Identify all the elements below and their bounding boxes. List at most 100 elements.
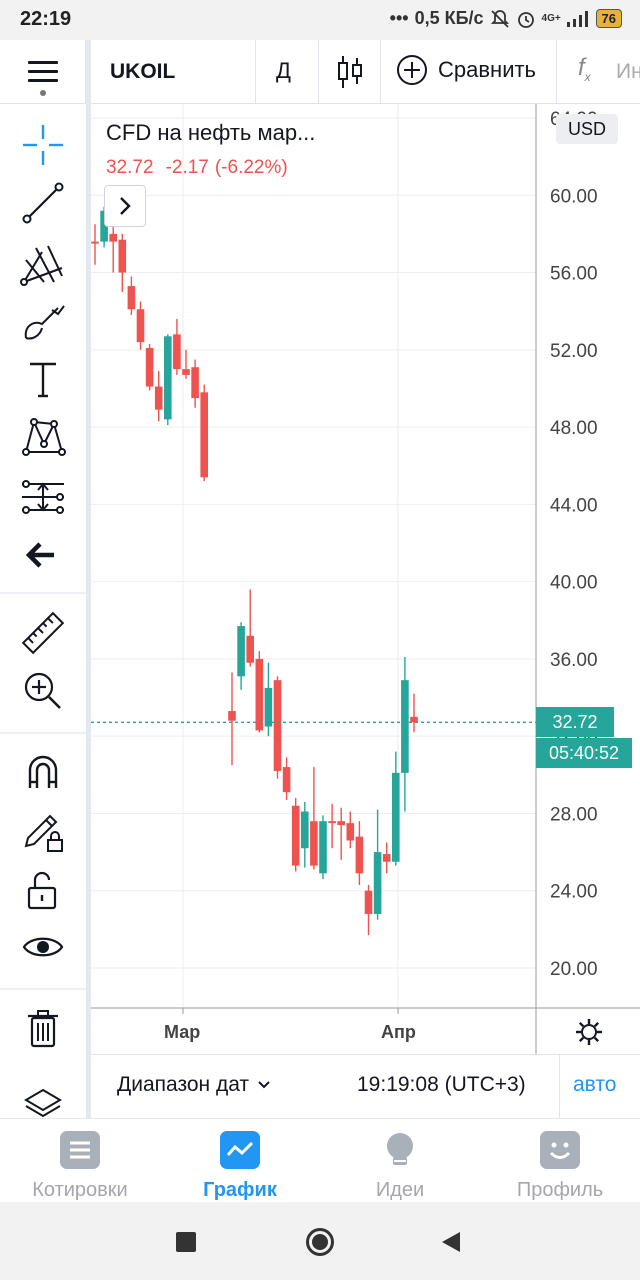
- candle-body: [310, 821, 318, 866]
- ruler-icon[interactable]: [18, 608, 68, 658]
- legend-title: CFD на нефть мар...: [106, 120, 316, 145]
- y-tick-label: 44.00: [550, 495, 598, 516]
- date-range-label: Диапазон дат: [117, 1073, 250, 1096]
- brush-icon[interactable]: [18, 296, 68, 346]
- interval-button[interactable]: Д: [276, 58, 291, 83]
- y-tick-label: 60.00: [550, 186, 598, 207]
- candle-body: [191, 367, 199, 399]
- lock-drawing-icon[interactable]: [18, 806, 68, 856]
- compare-button[interactable]: Сравнить: [396, 54, 536, 86]
- chevron-right-icon: [120, 197, 131, 215]
- pitchfork-icon[interactable]: [18, 238, 68, 288]
- symbol-search[interactable]: UKOIL: [110, 60, 176, 83]
- alarm-icon: [517, 11, 534, 28]
- candle-body: [364, 890, 373, 914]
- signal-icon: [566, 10, 588, 27]
- candle-body: [319, 821, 327, 874]
- candlestick-type-icon[interactable]: [336, 54, 364, 90]
- candle-body: [173, 334, 181, 370]
- zoom-in-icon[interactable]: [18, 666, 68, 716]
- nav-ideas[interactable]: Идеи: [320, 1119, 480, 1202]
- toolbar-section-divider: [0, 732, 86, 734]
- candle-body: [291, 805, 300, 866]
- nav-chart[interactable]: График: [160, 1119, 320, 1202]
- last-price-label: 32.72: [536, 707, 614, 738]
- date-range-button[interactable]: Диапазон дат: [117, 1073, 271, 1097]
- chart-icon: [220, 1131, 260, 1169]
- candle-body: [182, 369, 190, 375]
- system-navigation: [0, 1202, 640, 1280]
- signal-type: 4G+: [541, 12, 561, 24]
- candle-body: [255, 658, 264, 731]
- nav-ideas-label: Идеи: [375, 1179, 425, 1201]
- eye-icon[interactable]: [18, 922, 68, 972]
- candle-body: [273, 680, 282, 771]
- back-triangle-icon[interactable]: [440, 1230, 462, 1254]
- y-tick-label: 28.00: [550, 804, 598, 825]
- status-bar: 22:19 ••• 0,5 КБ/с 4G+ 76: [0, 0, 640, 40]
- candle-body: [109, 233, 117, 242]
- legend-last: 32.72: [106, 157, 154, 178]
- list-icon: [60, 1131, 100, 1169]
- magnet-icon[interactable]: [18, 746, 68, 796]
- back-arrow-icon[interactable]: [18, 530, 68, 580]
- candle-body: [164, 336, 172, 420]
- x-tick-apr: Апр: [381, 1022, 416, 1042]
- compare-label: Сравнить: [438, 57, 537, 82]
- unlock-icon[interactable]: [18, 864, 68, 914]
- bottom-navigation: Котировки График Идеи Профиль: [0, 1118, 640, 1202]
- status-time: 22:19: [20, 8, 72, 30]
- expand-legend-button[interactable]: [104, 185, 146, 227]
- layers-icon[interactable]: [18, 1078, 68, 1128]
- timezone-clock[interactable]: 19:19:08 (UTC+3): [357, 1073, 526, 1096]
- candle-body: [382, 854, 391, 862]
- y-tick-label: 48.00: [550, 418, 598, 439]
- candle-body: [237, 626, 245, 677]
- candle-body: [154, 386, 163, 410]
- candle-body: [118, 239, 127, 273]
- y-tick-label: 20.00: [550, 959, 598, 980]
- trash-icon[interactable]: [18, 1004, 68, 1054]
- battery-level: 76: [595, 9, 622, 28]
- candle-body: [282, 767, 291, 793]
- fx-icon[interactable]: fx: [578, 54, 591, 84]
- candle-body: [392, 772, 400, 862]
- menu-button[interactable]: [0, 40, 86, 104]
- smile-icon: [540, 1131, 580, 1169]
- price-chart[interactable]: 64.0060.0056.0052.0048.0044.0040.0036.00…: [0, 0, 640, 1054]
- auto-scale-button[interactable]: авто: [573, 1073, 617, 1096]
- candle-body: [100, 210, 108, 242]
- toolbar-divider: [86, 40, 91, 1118]
- pattern-icon[interactable]: [18, 412, 68, 462]
- candle-body: [91, 241, 99, 244]
- candle-body: [328, 821, 336, 824]
- candle-body: [355, 836, 364, 874]
- text-icon[interactable]: [18, 354, 68, 404]
- nav-chart-label: График: [203, 1179, 277, 1201]
- home-circle-icon[interactable]: [305, 1227, 335, 1257]
- top-toolbar: UKOIL Д Сравнить fx Ин: [0, 40, 640, 104]
- x-tick-mar: Мар: [164, 1022, 201, 1042]
- nav-profile[interactable]: Профиль: [480, 1119, 640, 1202]
- plus-circle-icon: [397, 55, 427, 85]
- toolbar-section-divider: [0, 592, 86, 594]
- bar-countdown-label: 05:40:52: [536, 738, 632, 769]
- trend-line-icon[interactable]: [18, 178, 68, 228]
- indicators-label[interactable]: Ин: [616, 60, 640, 83]
- recents-square-icon[interactable]: [176, 1232, 196, 1252]
- date-range-bar: Диапазон дат 19:19:08 (UTC+3) авто: [91, 1054, 640, 1119]
- nav-quotes[interactable]: Котировки: [0, 1119, 160, 1202]
- chart-settings-gear-icon[interactable]: [574, 1017, 604, 1047]
- bell-muted-icon: [490, 9, 509, 28]
- forecast-icon[interactable]: [18, 472, 68, 522]
- status-icons: ••• 0,5 КБ/с 4G+ 76: [390, 8, 622, 29]
- y-tick-label: 36.00: [550, 650, 598, 671]
- legend-change: -2.17: [165, 157, 209, 178]
- crosshair-icon[interactable]: [18, 120, 68, 170]
- candle-body: [373, 852, 382, 914]
- dots-icon: •••: [389, 8, 409, 28]
- candle-body: [410, 716, 418, 723]
- currency-tag[interactable]: USD: [556, 114, 618, 144]
- candle-body: [200, 392, 208, 478]
- candle-body: [228, 711, 236, 721]
